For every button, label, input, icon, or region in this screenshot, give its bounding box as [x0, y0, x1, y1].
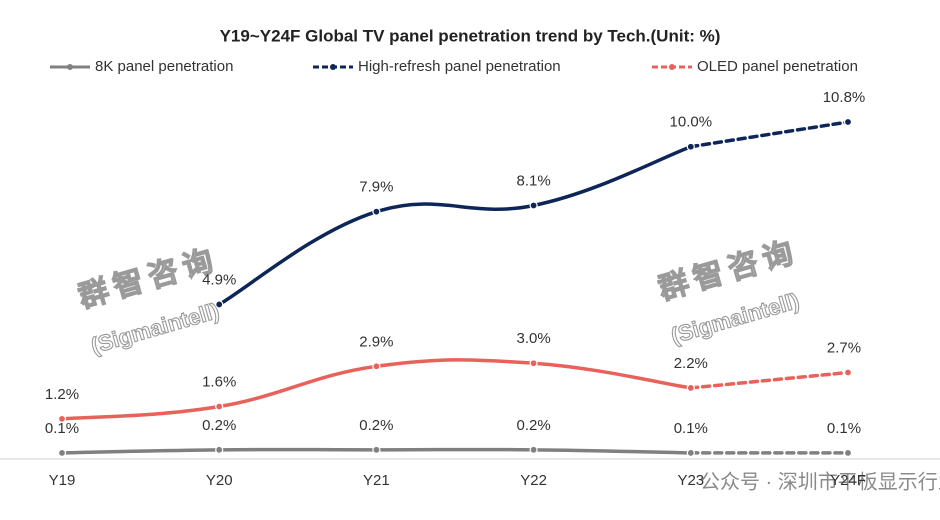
point [686, 142, 695, 151]
legend-label: High-refresh panel penetration [358, 58, 561, 75]
legend-marker [330, 64, 336, 70]
point [686, 383, 695, 393]
x-tick-label: Y20 [206, 472, 233, 489]
point [57, 448, 67, 458]
data-label: 3.0% [516, 330, 550, 347]
footer: 公众号 · 深圳市平板显示行业协会 [700, 470, 940, 493]
forecast-line [689, 120, 850, 149]
forecast-line [689, 370, 850, 390]
data-label: 0.2% [359, 417, 393, 434]
point [372, 362, 381, 371]
data-label: 10.0% [670, 114, 713, 131]
point [372, 207, 381, 216]
data-label: 1.6% [202, 373, 236, 390]
data-label: 7.9% [359, 179, 393, 196]
data-label: 2.7% [827, 339, 861, 356]
legend-label: 8K panel penetration [95, 58, 233, 75]
point [57, 414, 67, 423]
point [215, 445, 224, 454]
point [215, 402, 224, 411]
point [686, 448, 695, 458]
x-tick-label: Y23 [677, 472, 704, 489]
x-tick-label: Y21 [363, 472, 390, 489]
legend-marker [669, 64, 675, 70]
point [843, 448, 853, 458]
x-tick-label: Y24F [830, 472, 866, 489]
data-label: 0.2% [516, 417, 550, 434]
chart-title: Y19~Y24F Global TV panel penetration tre… [220, 26, 721, 45]
x-tick-label: Y22 [520, 472, 547, 489]
data-label: 0.1% [827, 420, 861, 437]
data-label: 2.2% [674, 355, 708, 372]
point [529, 359, 538, 368]
point [215, 300, 224, 309]
data-label: 8.1% [516, 172, 550, 189]
series-line [217, 144, 693, 307]
data-label: 1.2% [45, 386, 79, 403]
data-label: 0.2% [202, 417, 236, 434]
data-label: 0.1% [674, 420, 708, 437]
point [529, 201, 538, 210]
point [529, 445, 538, 454]
data-label: 2.9% [359, 333, 393, 350]
legend-label: OLED panel penetration [697, 58, 858, 75]
point [372, 445, 381, 454]
data-label: 0.1% [45, 420, 79, 437]
data-label: 10.8% [823, 89, 866, 106]
x-tick-label: Y19 [49, 472, 76, 489]
data-label: 4.9% [202, 271, 236, 288]
legend-marker [67, 64, 73, 70]
point [843, 368, 853, 377]
point [843, 117, 853, 127]
